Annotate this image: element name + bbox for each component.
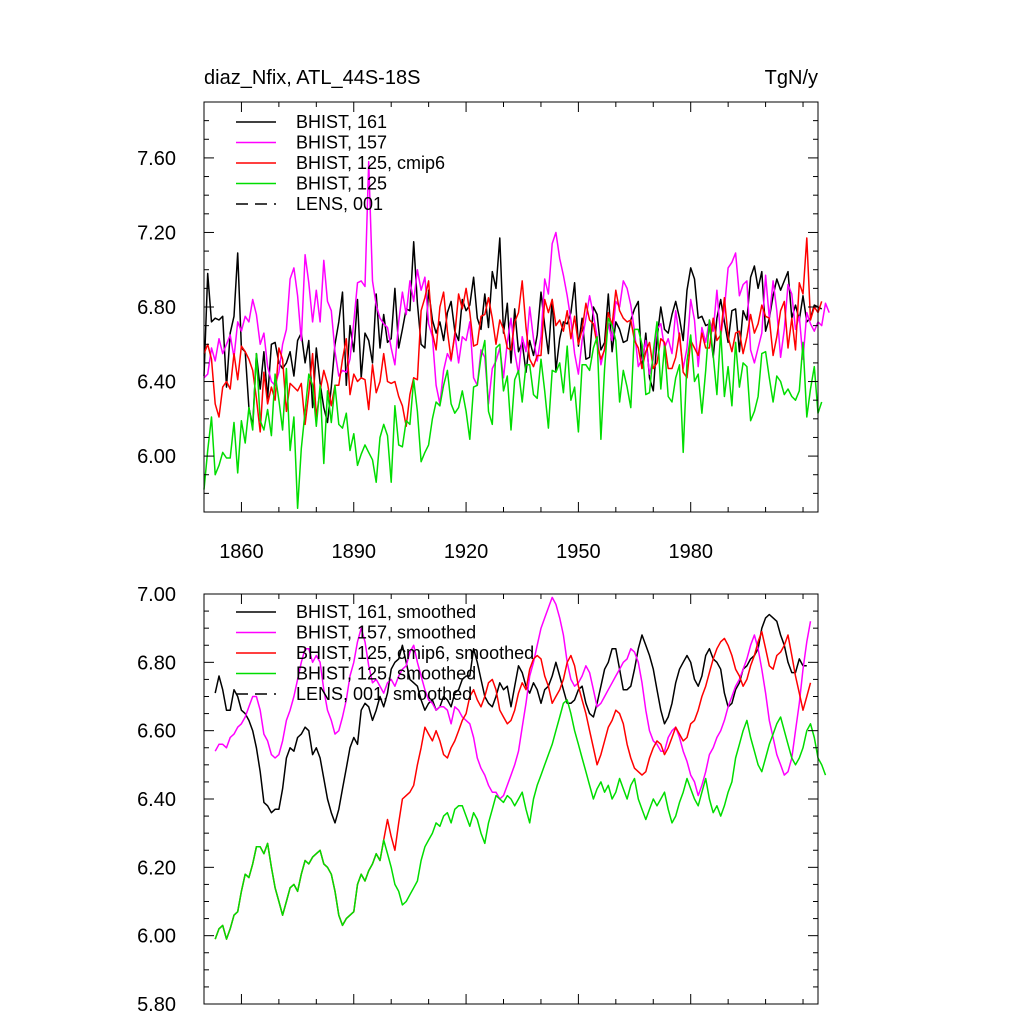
top-legend-label: LENS, 001 (296, 194, 383, 214)
bottom-legend-label: BHIST, 125, smoothed (296, 664, 476, 684)
bottom-y-tick-label: 6.60 (137, 721, 176, 743)
top-x-tick-label: 1890 (332, 541, 377, 563)
bottom-series-line-3 (214, 699, 827, 940)
bottom-legend-label: BHIST, 157, smoothed (296, 623, 476, 643)
top-legend-label: BHIST, 125, cmip6 (296, 153, 445, 173)
bottom-y-tick-label: 6.20 (137, 857, 176, 879)
top-x-tick-label: 1860 (219, 541, 264, 563)
bottom-series-line-0 (214, 613, 807, 824)
top-legend-label: BHIST, 157 (296, 133, 387, 153)
top-series-line-3 (203, 317, 823, 510)
bottom-y-tick-label: 6.00 (137, 926, 176, 948)
bottom-y-tick-label: 6.40 (137, 789, 176, 811)
top-chart-title: diaz_Nfix, ATL_44S-18S (204, 67, 420, 89)
top-series-line-2 (203, 237, 823, 433)
bottom-legend-label: LENS, 001, smoothed (296, 684, 472, 704)
top-y-tick-label: 6.00 (137, 446, 176, 468)
top-panel: diaz_Nfix, ATL_44S-18S TgN/y 1860 1890 192… (137, 67, 830, 563)
bottom-legend-label: BHIST, 125, cmip6, smoothed (296, 643, 534, 663)
top-y-tick-label: 6.80 (137, 297, 176, 319)
bottom-panel: 5.80 6.00 6.20 6.40 6.60 6.80 7.00 BHIST, 161, … (137, 584, 827, 1016)
top-y-tick-label: 7.20 (137, 222, 176, 244)
top-legend-label: BHIST, 161 (296, 112, 387, 132)
top-x-tick-label: 1950 (556, 541, 601, 563)
top-x-tick-label: 1920 (444, 541, 489, 563)
top-chart-units: TgN/y (765, 67, 818, 89)
top-x-tick-label: 1980 (668, 541, 713, 563)
bottom-legend-label: BHIST, 161, smoothed (296, 602, 476, 622)
bottom-y-tick-label: 5.80 (137, 994, 176, 1016)
bottom-series-line-1 (214, 596, 812, 800)
top-legend-label: BHIST, 125 (296, 174, 387, 194)
bottom-y-tick-label: 7.00 (137, 584, 176, 606)
top-y-tick-label: 6.40 (137, 372, 176, 394)
bottom-y-tick-label: 6.80 (137, 652, 176, 674)
top-y-tick-label: 7.60 (137, 148, 176, 170)
